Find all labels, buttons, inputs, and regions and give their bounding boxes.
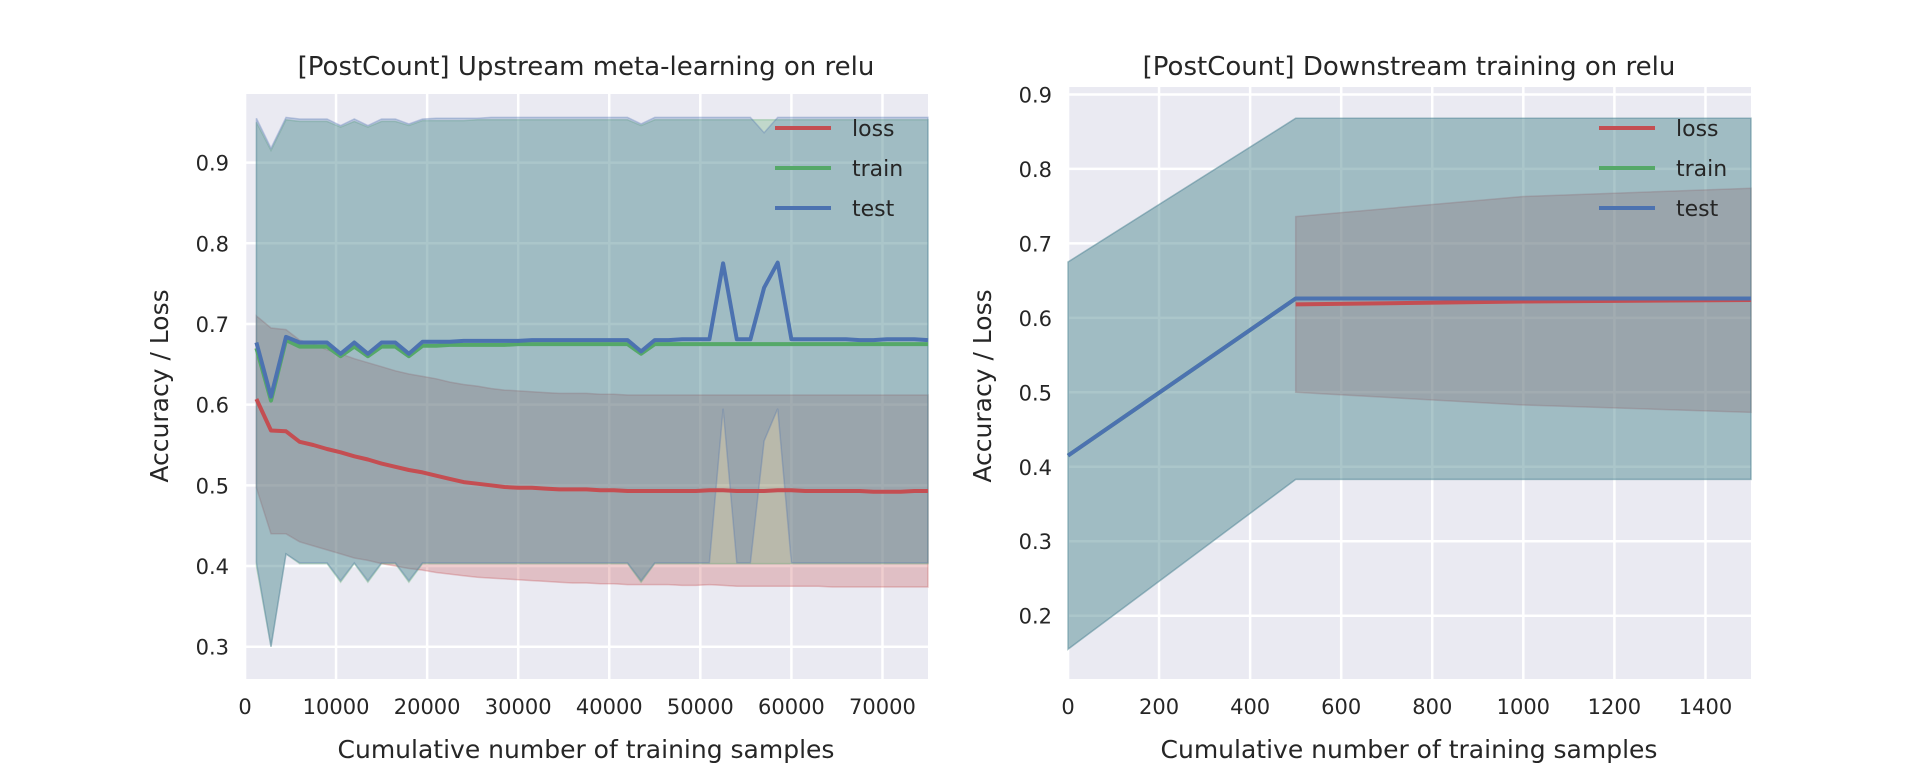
right-y-tick-label: 0.8 [1019, 158, 1052, 182]
right-legend: loss train test [1599, 117, 1727, 222]
left-x-tick-label: 50000 [667, 695, 734, 719]
left-lines [254, 260, 929, 494]
left-legend: loss train test [775, 117, 903, 222]
right-grid [1066, 87, 1751, 679]
right-chart-title: [PostCount] Downstream training on relu [1143, 52, 1676, 82]
left-chart: 0 10000 20000 30000 40000 50000 60000 70000 0.3… [145, 52, 929, 764]
left-grid [243, 94, 928, 679]
left-x-tick-label: 30000 [485, 695, 552, 719]
left-y-tick-label: 0.5 [196, 474, 229, 498]
left-legend-loss-label: loss [852, 117, 895, 142]
right-x-axis-label: Cumulative number of training samples [1161, 735, 1658, 764]
right-x-tick-label: 1400 [1679, 695, 1732, 719]
left-x-tick-label: 10000 [303, 695, 370, 719]
left-x-axis-label: Cumulative number of training samples [338, 735, 835, 764]
left-bands [255, 116, 929, 647]
right-x-ticks: 0 200 400 600 800 1000 1200 1400 [1061, 695, 1732, 719]
left-y-ticks: 0.3 0.4 0.5 0.6 0.7 0.8 0.9 [196, 152, 229, 660]
left-plot-area [245, 94, 928, 679]
right-y-tick-label: 0.5 [1019, 381, 1052, 405]
left-x-tick-label: 70000 [849, 695, 916, 719]
left-x-tick-label: 20000 [394, 695, 461, 719]
right-y-tick-label: 0.4 [1019, 456, 1052, 480]
right-legend-loss-label: loss [1676, 117, 1719, 142]
left-x-tick-label: 40000 [576, 695, 643, 719]
right-x-tick-label: 1200 [1588, 695, 1641, 719]
right-chart: 0 200 400 600 800 1000 1200 1400 0.20.30.40.50.… [968, 52, 1752, 764]
right-x-tick-label: 1000 [1497, 695, 1550, 719]
left-legend-test-label: test [852, 197, 895, 222]
right-x-tick-label: 400 [1230, 695, 1270, 719]
right-legend-test-label: test [1676, 197, 1719, 222]
left-y-tick-label: 0.7 [196, 313, 229, 337]
left-train-band [255, 118, 929, 647]
left-legend-train-label: train [852, 157, 903, 182]
right-y-ticks: 0.2 0.3 0.4 0.5 0.6 0.7 0.8 0.9 [1019, 83, 1052, 628]
right-x-tick-label: 0 [1061, 695, 1074, 719]
left-loss-line [254, 398, 928, 494]
right-y-tick-label: 0.9 [1019, 83, 1052, 107]
right-y-axis-label: Accuracy / Loss [968, 289, 997, 482]
left-test-band [255, 116, 929, 647]
right-plot-area [1068, 87, 1751, 679]
left-train-line [254, 338, 928, 403]
left-x-tick-label: 60000 [758, 695, 825, 719]
right-y-tick-label: 0.2 [1019, 605, 1052, 629]
left-y-tick-label: 0.9 [196, 152, 229, 176]
right-x-tick-label: 600 [1321, 695, 1361, 719]
left-y-tick-label: 0.3 [196, 636, 229, 660]
right-x-tick-label: 200 [1139, 695, 1179, 719]
left-chart-title: [PostCount] Upstream meta-learning on re… [298, 52, 875, 82]
right-train-band [1067, 117, 1752, 651]
right-y-tick-label: 0.6 [1019, 307, 1052, 331]
left-y-axis-label: Accuracy / Loss [145, 289, 174, 482]
right-lines [1066, 296, 1752, 458]
left-test-line [254, 260, 929, 399]
right-test-line [1066, 296, 1751, 458]
left-x-tick-label: 0 [238, 695, 251, 719]
right-test-band [1067, 117, 1752, 651]
right-y-tick-label: 0.7 [1019, 232, 1052, 256]
left-y-tick-label: 0.6 [196, 394, 229, 418]
right-y-tick-label: 0.3 [1019, 530, 1052, 554]
right-x-tick-label: 800 [1412, 695, 1452, 719]
left-loss-band [255, 314, 929, 588]
left-y-tick-label: 0.4 [196, 555, 229, 579]
left-y-tick-label: 0.8 [196, 232, 229, 256]
right-legend-train-label: train [1676, 157, 1727, 182]
left-x-ticks: 0 10000 20000 30000 40000 50000 60000 70000 [238, 695, 916, 719]
